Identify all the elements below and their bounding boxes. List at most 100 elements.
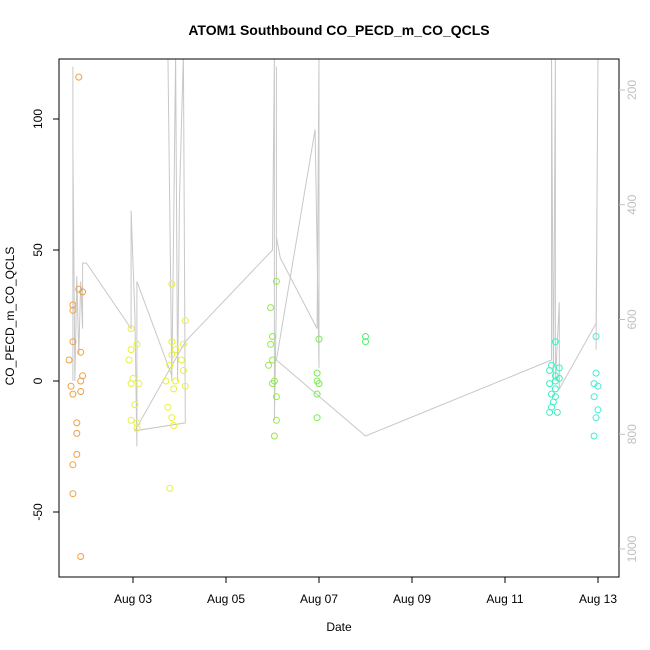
x-tick-label: Aug 11	[486, 592, 523, 606]
data-point	[594, 382, 602, 390]
data-point	[551, 338, 559, 346]
data-point	[177, 356, 185, 364]
data-point	[551, 377, 559, 385]
data-point	[272, 277, 280, 285]
data-point	[69, 390, 77, 398]
data-point	[133, 424, 141, 432]
data-point	[127, 416, 135, 424]
data-point	[69, 301, 77, 309]
data-point	[77, 553, 85, 560]
data-point	[546, 367, 554, 374]
data-point	[127, 346, 135, 354]
plot-frame	[58, 58, 620, 578]
track-line-layer	[72, 59, 599, 447]
y-axis-label: CO_PECD_m_CO_QCLS	[3, 247, 17, 386]
y2-tick-label: 600	[625, 309, 639, 329]
right-axis: 200 400 600 800 1000	[619, 80, 639, 562]
data-point	[164, 403, 172, 411]
data-point	[265, 361, 273, 369]
data-point	[362, 333, 369, 340]
y2-tick-label: 200	[625, 80, 639, 100]
data-point	[267, 340, 275, 348]
data-point	[170, 422, 178, 429]
y-tick-label: -50	[31, 503, 45, 521]
data-point	[168, 280, 176, 288]
y2-tick-label: 800	[625, 424, 639, 444]
track-line	[72, 59, 599, 447]
data-point	[553, 408, 561, 416]
x-axis: Aug 03 Aug 05 Aug 07 Aug 09 Aug 11 Aug 13	[114, 577, 617, 606]
data-point	[133, 340, 141, 348]
data-point	[269, 356, 276, 364]
data-point	[181, 317, 189, 325]
x-tick-label: Aug 13	[579, 592, 617, 606]
data-point	[315, 380, 323, 388]
y2-tick-label: 1000	[625, 535, 639, 562]
data-point	[313, 390, 321, 398]
data-point	[272, 393, 280, 401]
data-point	[172, 377, 180, 385]
data-point	[362, 338, 369, 346]
data-point	[127, 380, 135, 388]
x-tick-label: Aug 05	[207, 592, 245, 606]
data-point	[272, 416, 280, 424]
data-point	[69, 306, 77, 314]
data-point	[555, 364, 563, 372]
data-point	[166, 484, 174, 492]
data-point	[131, 401, 139, 409]
data-point	[79, 288, 87, 296]
data-point	[69, 490, 77, 498]
data-point	[77, 388, 85, 395]
y-axis: -50 0 50 100	[31, 109, 59, 521]
data-point	[269, 333, 276, 340]
data-point	[73, 419, 81, 427]
data-point	[135, 380, 143, 388]
data-point	[270, 432, 278, 440]
data-point	[127, 325, 135, 333]
data-point	[166, 361, 174, 369]
data-point	[75, 73, 83, 81]
x-tick-label: Aug 03	[114, 592, 152, 606]
data-point	[168, 338, 176, 346]
points-layer	[65, 73, 602, 560]
data-point	[592, 414, 600, 422]
data-point	[181, 382, 189, 390]
data-point	[590, 432, 598, 440]
data-point	[313, 414, 321, 422]
y2-tick-label: 400	[625, 194, 639, 214]
data-point	[313, 369, 321, 377]
data-point	[269, 380, 276, 388]
data-point	[592, 369, 600, 377]
data-point	[592, 333, 600, 340]
data-point	[267, 304, 275, 312]
data-point	[172, 346, 180, 354]
data-point	[594, 406, 602, 414]
data-point	[162, 377, 170, 385]
data-point	[168, 351, 176, 359]
x-axis-label: Date	[326, 620, 352, 634]
data-point	[551, 385, 559, 393]
data-point	[170, 385, 178, 393]
data-point	[73, 450, 81, 458]
data-point	[65, 356, 73, 364]
data-point	[125, 356, 133, 364]
y-tick-label: 100	[31, 109, 45, 129]
data-point	[546, 408, 554, 416]
data-point	[590, 393, 598, 401]
data-point	[73, 429, 81, 437]
data-point	[77, 348, 85, 356]
data-point	[168, 414, 176, 422]
data-point	[546, 380, 554, 388]
data-point	[67, 382, 75, 390]
data-point	[315, 335, 323, 343]
x-tick-label: Aug 09	[393, 592, 431, 606]
data-point	[133, 419, 141, 427]
y-tick-label: 50	[31, 243, 45, 257]
chart-title: ATOM1 Southbound CO_PECD_m_CO_QCLS	[188, 22, 489, 38]
y-tick-label: 0	[31, 377, 45, 384]
data-point	[179, 340, 187, 348]
data-point	[69, 461, 77, 469]
data-point	[179, 367, 187, 374]
x-tick-label: Aug 07	[300, 592, 338, 606]
